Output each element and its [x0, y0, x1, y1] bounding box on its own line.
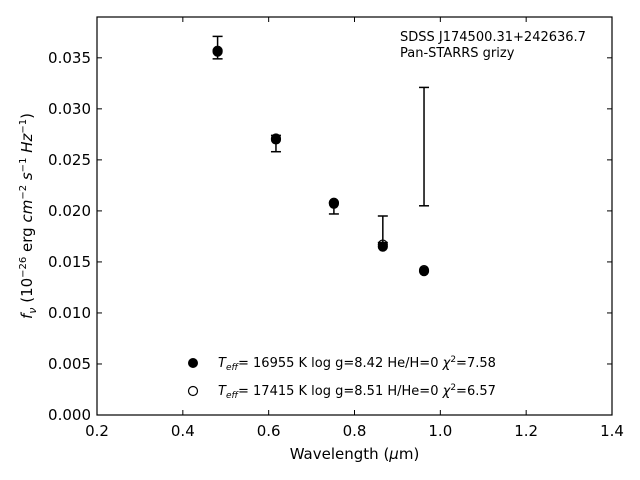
x-tick-label: 0.8 [343, 422, 367, 440]
x-tick-label: 1.2 [514, 422, 538, 440]
y-tick-label: 0.035 [48, 49, 91, 67]
model-point-open [270, 133, 282, 144]
x-tick-label: 1.0 [428, 422, 452, 440]
object-name-annotation: SDSS J174500.31+242636.7 [400, 30, 586, 45]
x-tick-label: 0.6 [257, 422, 281, 440]
y-tick-label: 0.010 [48, 304, 91, 322]
model-points [212, 45, 430, 277]
y-tick-label: 0.000 [48, 406, 91, 424]
x-tick-label: 0.2 [85, 422, 109, 440]
model-point-open [212, 45, 223, 56]
legend-marker-filled [188, 358, 198, 368]
survey-annotation: Pan-STARRS grizy [400, 46, 515, 61]
y-tick-label: 0.030 [48, 100, 91, 118]
axis-ticks: 0.2 0.4 0.6 0.8 1.0 1.2 1.4 0.000 0.005 0.010 0.01… [48, 17, 624, 440]
model-point-open [328, 197, 339, 208]
model-point-open [418, 264, 430, 276]
x-tick-label: 0.4 [171, 422, 195, 440]
model-point-open [377, 239, 388, 250]
y-axis-label: fν (10−26 erg cm−2 s−1 Hz−1) [18, 113, 39, 319]
error-bar [419, 86, 430, 207]
x-axis-label: Wavelength (μm) [290, 445, 420, 463]
legend: Teff= 16955 K log g=8.42 He/H=0 χ2=7.58 … [187, 355, 496, 401]
error-bar [377, 215, 388, 244]
legend-entry-2: Teff= 17415 K log g=8.51 H/He=0 χ2=6.57 [218, 383, 496, 401]
y-tick-label: 0.020 [48, 202, 91, 220]
legend-entry-1: Teff= 16955 K log g=8.42 He/H=0 χ2=7.58 [218, 355, 496, 373]
x-tick-label: 1.4 [600, 422, 624, 440]
model-point-filled [377, 241, 388, 252]
y-tick-label: 0.015 [48, 253, 91, 271]
observed-errorbars [212, 35, 430, 244]
y-tick-label: 0.025 [48, 151, 91, 169]
y-tick-label: 0.005 [48, 355, 91, 373]
legend-marker-open [187, 385, 199, 397]
